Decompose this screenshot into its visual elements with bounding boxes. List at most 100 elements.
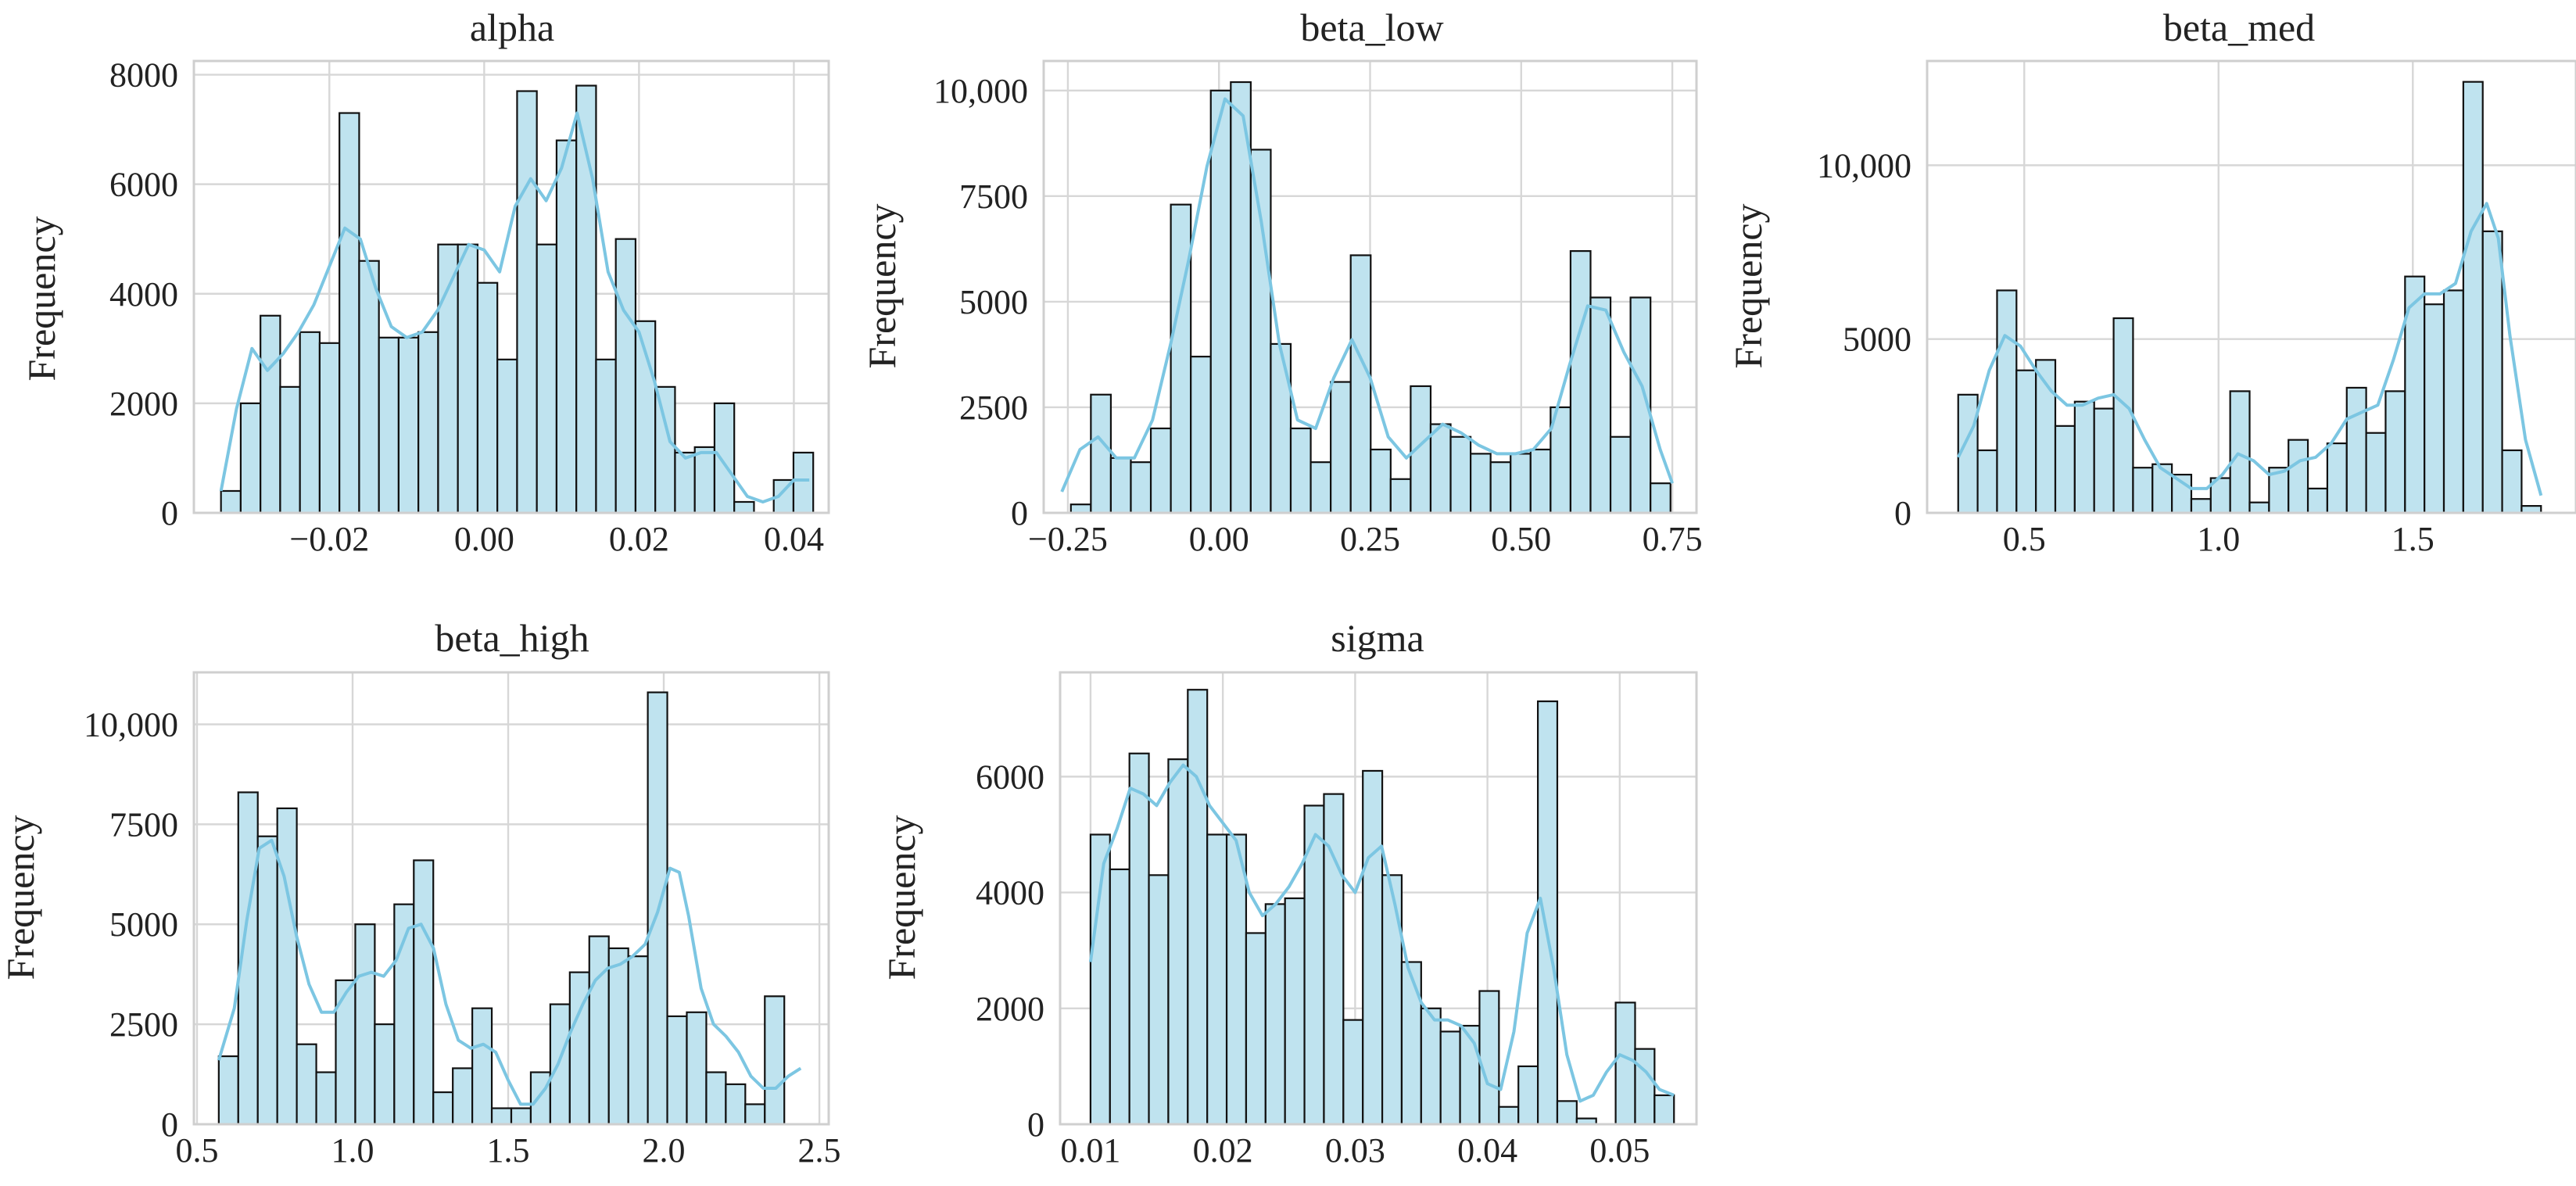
histogram-bar <box>725 1083 747 1126</box>
histogram-bar <box>1498 1105 1520 1126</box>
histogram-bar <box>1510 453 1532 514</box>
histogram-bar <box>2093 407 2115 514</box>
histogram-bar <box>1206 833 1228 1126</box>
histogram-bar <box>588 935 610 1126</box>
histogram-bar <box>1190 356 1212 514</box>
y-tick-label: 2500 <box>959 389 1028 427</box>
histogram-bar <box>1370 448 1392 514</box>
y-tick-label: 0 <box>161 1105 178 1144</box>
x-tick-label: −0.02 <box>289 520 369 558</box>
histogram-bar <box>713 402 736 514</box>
plot-area: −0.25 0.00 0.25 0.50 0.75 0 2500 5000 7500 10,000 <box>933 59 1703 558</box>
histogram-bar <box>1381 874 1403 1126</box>
y-axis-label: Frequency <box>1726 203 1770 368</box>
histogram-bar <box>2501 449 2523 514</box>
y-tick-label: 4000 <box>976 874 1044 912</box>
histogram-bar <box>2248 501 2270 514</box>
subplot-sigma: sigma Frequency 0.01 0.02 0.03 0.04 0.05 0 200… <box>880 616 1698 1170</box>
histogram-bar <box>1323 793 1345 1126</box>
histogram-bar <box>666 1015 688 1126</box>
x-tick-label: 0.50 <box>1491 520 1551 558</box>
histogram-bar <box>510 1107 532 1126</box>
histogram-bar <box>2481 230 2503 514</box>
y-tick-label: 2000 <box>109 385 178 423</box>
subplot-alpha: alpha Frequency −0.02 0.00 0.02 0.04 0 2000 40… <box>20 5 830 558</box>
y-tick-label: 0 <box>1011 494 1028 532</box>
histogram-bar <box>2054 425 2076 514</box>
histogram-bar <box>2190 498 2212 514</box>
histogram-bar <box>1449 435 1472 514</box>
histogram-bar <box>764 995 786 1126</box>
histogram-bar <box>239 402 262 514</box>
histogram-bar <box>1976 449 1998 514</box>
y-tick-label: 5000 <box>1843 321 1911 359</box>
histogram-bar <box>686 1011 708 1126</box>
histogram-bar <box>354 923 376 1126</box>
x-tick-label: 0.03 <box>1325 1131 1385 1170</box>
axes-frame <box>192 671 830 1126</box>
x-tick-label: 1.0 <box>2197 520 2240 558</box>
kde-curve <box>1088 763 1675 1103</box>
histogram-bar <box>260 314 281 514</box>
histogram-bar <box>1556 1100 1578 1126</box>
histogram-bar <box>374 1023 396 1126</box>
histogram-bar <box>1470 453 1492 514</box>
histogram-bar <box>1089 833 1111 1126</box>
histogram-bar <box>471 1007 493 1126</box>
histogram-bar <box>1303 804 1325 1126</box>
x-tick-label: 2.0 <box>643 1131 686 1170</box>
x-tick-label: 1.5 <box>2391 520 2434 558</box>
histogram-bar <box>299 331 321 514</box>
axes-frame <box>1042 59 1698 514</box>
histogram-bar <box>2132 467 2154 514</box>
histogram-bar <box>705 1071 727 1126</box>
histogram-bar <box>1389 478 1412 514</box>
y-axis-label: Frequency <box>860 203 904 368</box>
histogram-bar <box>490 1107 513 1126</box>
histogram-bar <box>1614 1001 1636 1126</box>
histogram-bar <box>1330 381 1352 514</box>
histogram-bar <box>1309 461 1332 514</box>
axes-frame <box>192 59 830 514</box>
histogram-bar <box>2424 303 2445 514</box>
histogram-bar <box>279 385 301 514</box>
y-tick-label: 7500 <box>959 177 1028 216</box>
histogram-bar <box>2015 369 2037 514</box>
histogram-bar <box>1439 1030 1461 1126</box>
histogram-bar <box>2365 432 2387 514</box>
histogram-bar <box>413 859 435 1126</box>
histogram-bar <box>358 260 380 514</box>
histogram-bar <box>2384 390 2406 514</box>
subplot-beta-med: beta_med Frequency 0.5 1.0 1.5 0 5000 10,000 <box>1726 5 2576 558</box>
y-tick-label: 2500 <box>109 1005 178 1044</box>
y-tick-label: 0 <box>161 494 178 532</box>
histogram-bar <box>575 84 597 514</box>
histogram-bar <box>1429 423 1452 514</box>
y-tick-label: 10,000 <box>84 705 178 743</box>
kde-curve <box>219 111 810 503</box>
y-tick-label: 5000 <box>109 905 178 944</box>
kde-curve <box>217 838 802 1106</box>
x-tick-label: 0.05 <box>1589 1131 1650 1170</box>
histogram-bar <box>1459 1024 1481 1126</box>
histogram-bar <box>536 243 558 514</box>
y-tick-label: 8000 <box>109 56 178 95</box>
histogram-bar <box>1130 461 1152 514</box>
histogram-bar <box>1536 700 1559 1126</box>
histogram-bar <box>1589 296 1612 514</box>
y-tick-label: 6000 <box>109 166 178 204</box>
histogram-bar <box>674 451 696 514</box>
plot-area: 0.5 1.0 1.5 0 5000 10,000 <box>1817 59 2576 558</box>
x-tick-label: 1.5 <box>487 1131 530 1170</box>
subplot-beta-high: beta_high Frequency 0.5 1.0 1.5 2.0 2.5 0 2500… <box>0 616 841 1170</box>
kde-curve <box>1957 202 2543 496</box>
subplot-title: sigma <box>1331 616 1424 660</box>
histogram-bar <box>1249 149 1272 514</box>
histogram-bar <box>2345 386 2367 514</box>
histogram-bar <box>792 451 815 514</box>
histogram-bar <box>452 1067 474 1126</box>
histogram-bar <box>315 1071 337 1126</box>
plot-area: 0.01 0.02 0.03 0.04 0.05 0 2000 4000 6000 <box>976 671 1698 1170</box>
x-tick-label: −0.25 <box>1028 520 1108 558</box>
histogram-bar <box>1187 689 1209 1126</box>
